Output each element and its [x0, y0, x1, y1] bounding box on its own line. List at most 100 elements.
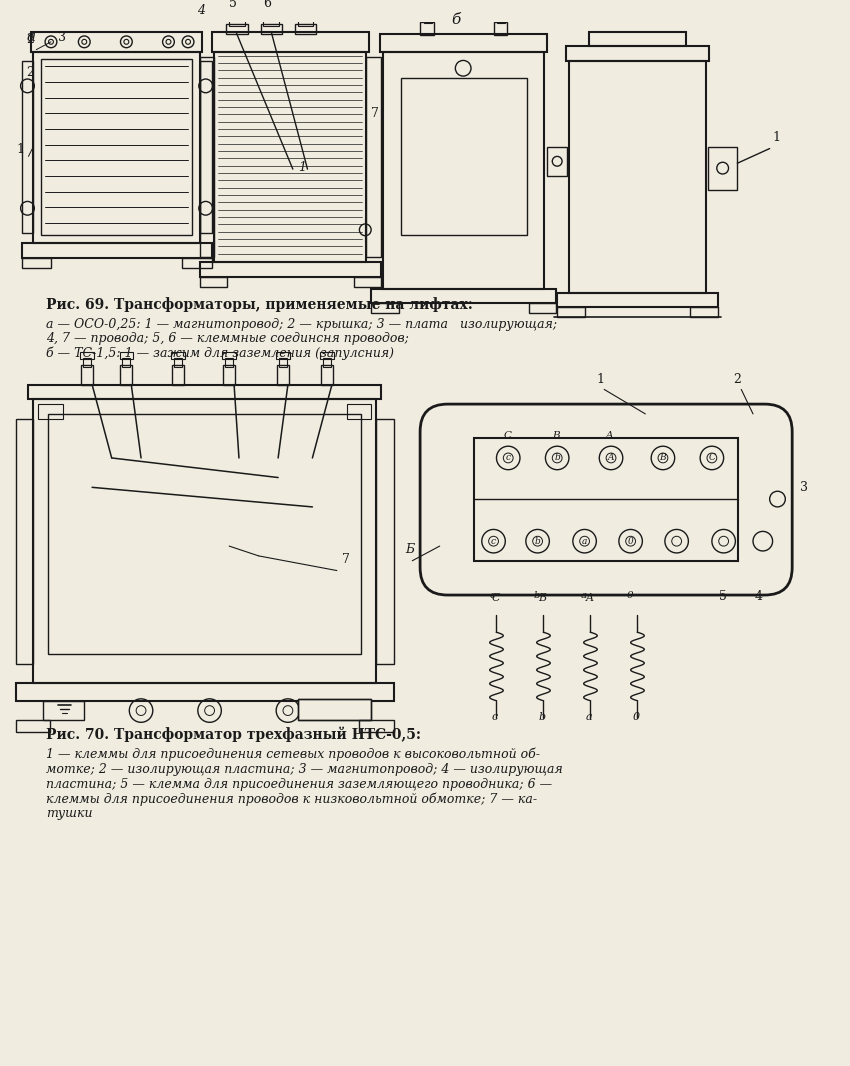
Bar [354, 277, 381, 287]
Text: б: б [451, 13, 461, 27]
Bar [182, 258, 212, 268]
Bar [277, 365, 289, 385]
Bar [494, 22, 507, 35]
Bar [200, 62, 212, 232]
Bar [21, 243, 212, 258]
Bar [276, 352, 290, 359]
Bar [264, 20, 279, 27]
Text: b: b [535, 536, 541, 546]
Text: а: а [26, 30, 36, 44]
Text: 2: 2 [26, 33, 34, 46]
Text: B: B [660, 453, 666, 463]
Bar [371, 289, 556, 303]
Bar [569, 62, 706, 293]
Bar [376, 419, 394, 663]
Text: b: b [554, 453, 560, 463]
Text: 6: 6 [264, 0, 271, 11]
Text: 1: 1 [298, 161, 306, 174]
Text: 3: 3 [58, 31, 65, 44]
Bar [83, 358, 91, 367]
Bar [33, 399, 376, 683]
Bar [121, 365, 133, 385]
Text: 4: 4 [755, 589, 763, 603]
Bar [82, 365, 93, 385]
Text: 2: 2 [734, 373, 741, 387]
Bar [200, 277, 227, 287]
Text: A: A [608, 453, 615, 463]
Bar [172, 352, 185, 359]
Text: 4, 7 — провода; 5, 6 — клеммные соединсня проводов;: 4, 7 — провода; 5, 6 — клеммные соединсн… [46, 333, 409, 345]
Bar [173, 365, 184, 385]
Bar [38, 404, 63, 419]
Text: B: B [552, 432, 560, 440]
Bar [43, 700, 84, 721]
Bar [230, 20, 245, 27]
Bar [33, 51, 200, 243]
Text: a: a [586, 712, 592, 723]
Bar [200, 56, 214, 257]
Bar [28, 385, 381, 399]
Text: a: a [582, 536, 587, 546]
Text: 1: 1 [597, 373, 604, 387]
Bar [15, 683, 394, 700]
Bar [31, 32, 201, 51]
Bar [279, 358, 287, 367]
Bar [224, 365, 235, 385]
Bar [380, 34, 547, 51]
Bar [547, 147, 567, 176]
Bar [529, 303, 556, 313]
Text: 1: 1 [17, 144, 25, 157]
Bar [21, 62, 33, 232]
Text: A: A [606, 432, 614, 440]
Text: пластина; 5 — клемма для присоединения заземляющего проводника; 6 —: пластина; 5 — клемма для присоединения з… [46, 778, 552, 791]
Text: 7: 7 [342, 552, 349, 566]
Bar [323, 358, 331, 367]
Text: клеммы для присоединения проводов к низковольтной обмотке; 7 — ка-: клеммы для присоединения проводов к низк… [46, 792, 537, 806]
Bar [371, 303, 399, 313]
Bar [122, 358, 130, 367]
Text: c: c [491, 712, 498, 723]
Bar [424, 16, 432, 23]
Bar [200, 262, 381, 277]
Text: Рис. 70. Трансформатор трехфазный НТС-0,5:: Рис. 70. Трансформатор трехфазный НТС-0,… [46, 726, 421, 742]
Bar [298, 20, 314, 27]
Bar [81, 352, 94, 359]
Text: c: c [490, 591, 496, 600]
Bar [15, 419, 33, 663]
Bar [41, 60, 192, 235]
Text: a — ОСО-0,25: 1 — магнитопровод; 2 — крышка; 3 — плата   изолирующая;: a — ОСО-0,25: 1 — магнитопровод; 2 — кры… [46, 318, 558, 330]
Text: 5: 5 [230, 0, 237, 11]
Bar [212, 32, 369, 51]
Bar [420, 22, 434, 35]
Text: Рис. 69. Трансформаторы, применяемые на лифтах:: Рис. 69. Трансформаторы, применяемые на … [46, 297, 473, 312]
Bar [120, 352, 133, 359]
Bar [226, 25, 248, 34]
Text: c: c [506, 453, 511, 463]
Text: C: C [503, 432, 512, 440]
Text: 1: 1 [773, 131, 780, 144]
Bar [588, 32, 687, 46]
Bar [360, 721, 394, 732]
Text: C: C [708, 453, 716, 463]
Bar [214, 51, 366, 262]
Text: 1 — клеммы для присоединения сетевых проводов к высоковольтной об-: 1 — клеммы для присоединения сетевых про… [46, 748, 540, 761]
Text: 3: 3 [800, 481, 808, 495]
Bar [295, 25, 316, 34]
Bar [558, 293, 717, 307]
Bar [382, 51, 545, 289]
Text: мотке; 2 — изолирующая пластина; 3 — магнитопровод; 4 — изолирующая: мотке; 2 — изолирующая пластина; 3 — маг… [46, 763, 563, 776]
Bar [260, 25, 282, 34]
Text: b: b [534, 591, 541, 600]
Text: 0: 0 [626, 591, 633, 600]
Text: C: C [491, 593, 500, 603]
Text: 5: 5 [719, 589, 727, 603]
Text: 0: 0 [632, 712, 640, 723]
Bar [497, 16, 505, 23]
Text: 4: 4 [197, 4, 205, 17]
Bar [21, 258, 51, 268]
Text: 0: 0 [628, 536, 633, 546]
Text: 2: 2 [26, 66, 34, 79]
Bar [223, 352, 236, 359]
Text: c: c [491, 536, 496, 546]
Bar [321, 365, 333, 385]
